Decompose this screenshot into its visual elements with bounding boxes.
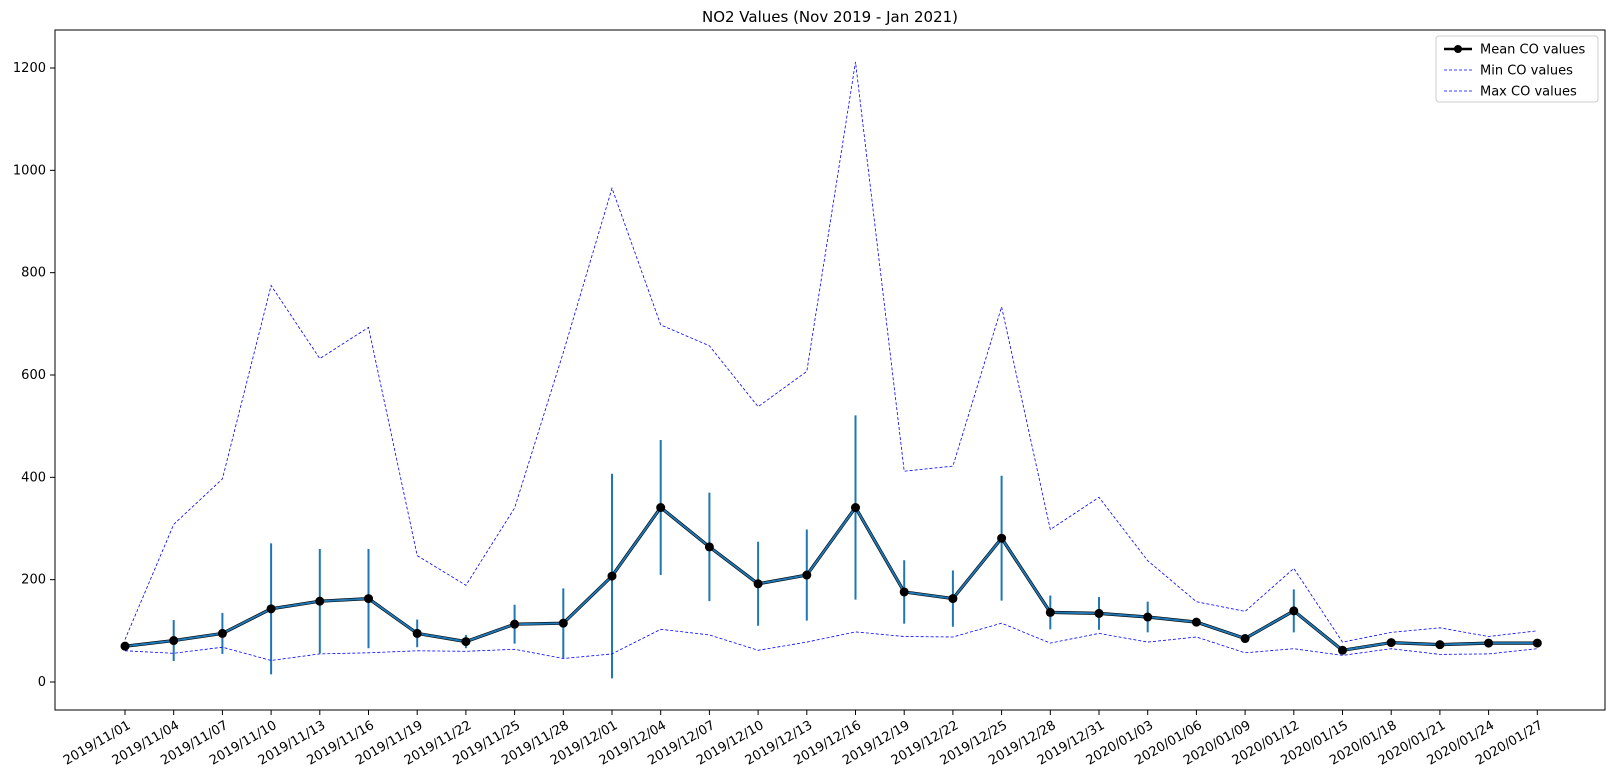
y-tick-label: 1200 — [13, 61, 46, 76]
data-point — [1435, 640, 1445, 650]
series-line-min — [124, 622, 1538, 661]
y-axis: 0 200 400 600 800 1000 1200 — [13, 61, 55, 690]
y-tick-label: 1000 — [13, 163, 46, 178]
data-point — [217, 628, 227, 638]
data-point — [802, 570, 812, 580]
data-point — [1386, 638, 1396, 648]
legend-marker — [1454, 45, 1462, 53]
legend-label: Min CO values — [1480, 64, 1573, 79]
series-lines — [124, 61, 1538, 661]
data-point — [315, 596, 325, 606]
y-tick-label: 400 — [21, 470, 46, 485]
data-point — [120, 641, 130, 651]
legend: Mean CO values Min CO values Max CO values — [1435, 35, 1599, 103]
data-point — [1191, 617, 1201, 627]
data-point — [1532, 638, 1542, 648]
y-tick-label: 600 — [21, 368, 46, 383]
data-point — [1094, 608, 1104, 618]
plot-frame — [54, 29, 1606, 711]
data-point — [510, 619, 520, 629]
y-tick-label: 0 — [38, 675, 46, 690]
data-point — [364, 594, 373, 604]
data-point — [169, 636, 179, 646]
data-point — [266, 604, 276, 614]
legend-label: Mean CO values — [1480, 43, 1586, 58]
data-point — [1484, 638, 1494, 648]
data-point — [851, 503, 860, 513]
y-tick-label: 800 — [21, 266, 46, 281]
data-point — [948, 594, 958, 604]
data-point — [899, 587, 909, 597]
series-line-max — [124, 61, 1538, 643]
data-point — [753, 579, 763, 589]
markers — [120, 503, 1542, 655]
data-point — [412, 628, 422, 638]
data-point — [558, 618, 568, 628]
data-point — [1338, 645, 1347, 655]
legend-box — [1435, 35, 1599, 103]
data-point — [1045, 607, 1055, 617]
data-point — [607, 571, 617, 581]
data-point — [997, 533, 1007, 543]
series-line-mean — [124, 505, 1538, 652]
data-point — [704, 542, 714, 552]
data-point — [1240, 634, 1250, 644]
y-tick-label: 200 — [21, 573, 46, 588]
data-point — [1289, 606, 1299, 616]
data-point — [1143, 612, 1153, 622]
data-point — [656, 503, 666, 513]
chart-title: NO2 Values (Nov 2019 - Jan 2021) — [702, 8, 958, 26]
plot-area — [54, 29, 1606, 711]
data-point — [461, 637, 471, 647]
legend-label: Max CO values — [1480, 85, 1577, 100]
